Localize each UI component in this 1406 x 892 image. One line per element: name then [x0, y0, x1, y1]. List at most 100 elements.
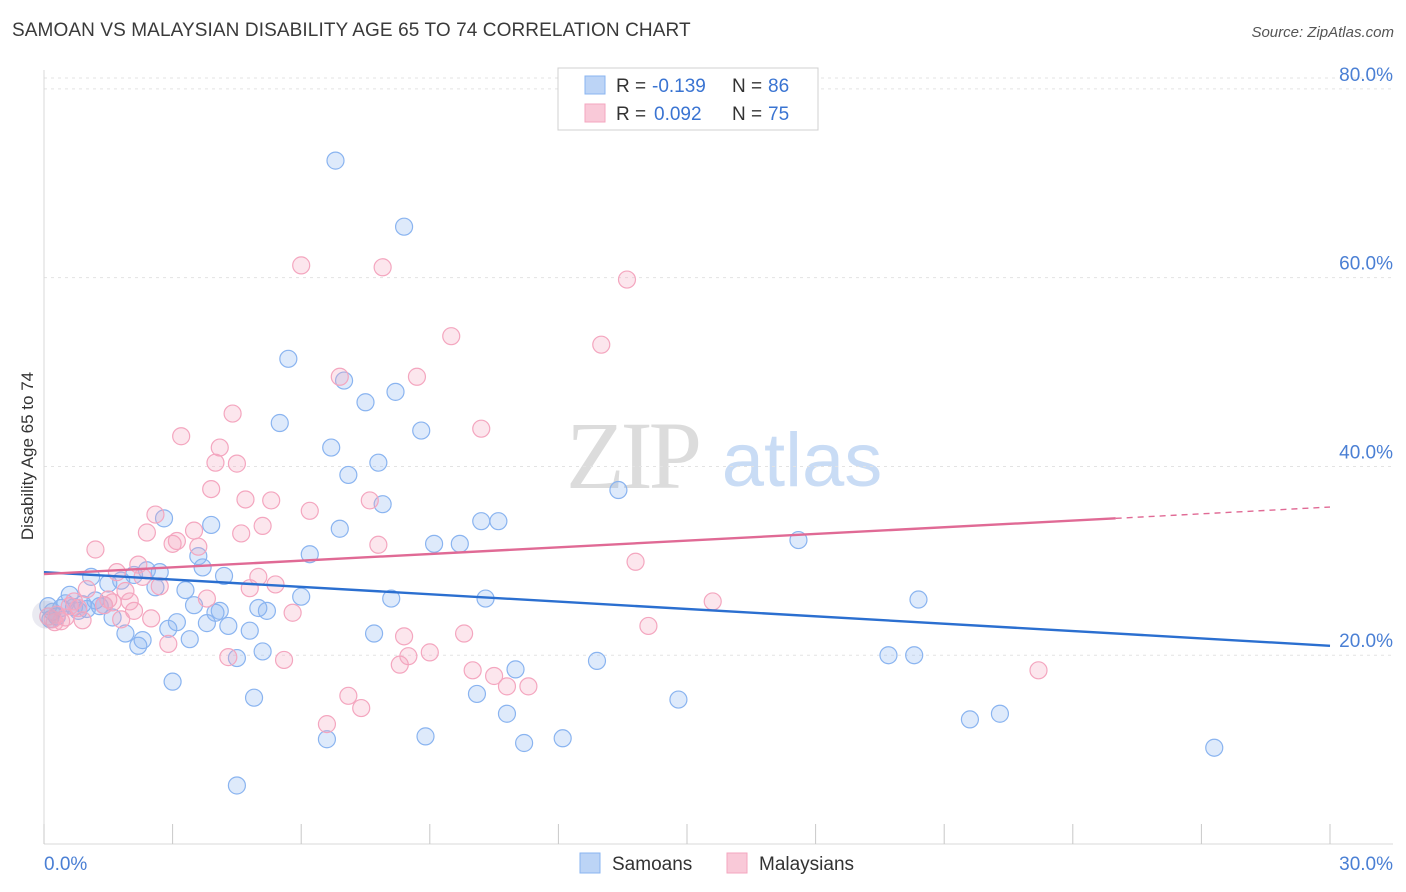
legend-malaysians-r-value: 0.092 — [654, 104, 702, 125]
malaysians-point-29 — [202, 479, 221, 499]
samoans-point-15 — [116, 624, 135, 643]
legend-samoans-n-value: 86 — [768, 76, 789, 97]
malaysians-point-64 — [519, 677, 538, 696]
samoans-point-29 — [189, 547, 208, 566]
malaysians-point-38 — [249, 567, 268, 586]
malaysians-point-42 — [274, 650, 294, 670]
malaysians-point-63 — [497, 677, 517, 696]
malaysians-trend-line-dashed — [1115, 506, 1331, 520]
samoans-point-34 — [210, 601, 229, 620]
malaysians-point-24 — [167, 531, 186, 551]
malaysians-point-47 — [330, 367, 349, 386]
malaysians-point-56 — [407, 367, 427, 386]
x-tick-label-max: 30.0% — [1339, 854, 1393, 875]
samoans-point-26 — [176, 580, 195, 600]
samoans-point-66 — [472, 512, 491, 531]
malaysians-point-44 — [292, 256, 311, 275]
y-tick-label-80: 80.0% — [1339, 65, 1393, 86]
legend-bottom-malaysians-label: Malaysians — [759, 854, 854, 875]
samoans-point-78 — [905, 646, 924, 665]
legend-malaysians-n-label: N = — [732, 104, 762, 125]
legend-malaysians-r-label: R = — [616, 104, 646, 125]
samoans-point-79 — [909, 590, 928, 609]
samoans-point-59 — [386, 382, 405, 401]
trend-lines — [43, 506, 1331, 647]
samoans-point-48 — [317, 730, 337, 749]
axes — [43, 70, 1393, 845]
legend-bottom: Samoans Malaysians — [579, 852, 854, 875]
grid-lines: 20.0% 40.0% 60.0% 80.0% — [44, 65, 1393, 656]
samoans-point-42 — [253, 642, 272, 661]
y-tick-label-60: 60.0% — [1339, 254, 1393, 275]
samoans-point-47 — [300, 545, 319, 564]
samoans-point-74 — [609, 480, 628, 500]
samoans-point-35 — [214, 566, 234, 586]
malaysians-point-22 — [159, 634, 178, 653]
malaysians-point-26 — [184, 521, 204, 540]
samoans-point-32 — [202, 515, 221, 535]
watermark-zip: ZIP — [566, 402, 699, 509]
legend-malaysians-swatch — [584, 103, 606, 123]
samoans-point-75 — [669, 690, 688, 709]
malaysians-point-66 — [617, 270, 637, 289]
malaysians-point-65 — [592, 335, 611, 354]
samoans-point-60 — [394, 217, 414, 236]
samoans-point-81 — [990, 704, 1010, 723]
samoans-point-65 — [467, 684, 487, 704]
malaysians-point-9 — [86, 540, 105, 559]
samoans-point-43 — [257, 601, 277, 620]
samoans-point-71 — [515, 733, 534, 753]
legend-samoans-r-label: R = — [616, 76, 646, 97]
samoans-point-38 — [227, 776, 246, 795]
samoans-point-70 — [506, 660, 525, 679]
malaysians-point-27 — [189, 537, 208, 556]
malaysians-point-28 — [197, 589, 216, 608]
samoans-point-30 — [193, 558, 212, 577]
samoans-point-36 — [219, 616, 238, 636]
samoans-point-68 — [489, 512, 508, 531]
malaysians-point-18 — [137, 523, 156, 542]
legend-bottom-malaysians-swatch — [726, 852, 748, 874]
malaysians-point-48 — [339, 686, 358, 705]
samoans-point-77 — [879, 646, 898, 665]
malaysians-point-14 — [116, 581, 135, 601]
samoans-point-72 — [553, 729, 572, 748]
malaysians-point-57 — [420, 643, 439, 662]
malaysians-point-33 — [223, 404, 242, 423]
malaysians-point-50 — [360, 491, 379, 510]
samoans-point-40 — [244, 688, 264, 707]
malaysians-point-71 — [45, 613, 64, 632]
malaysians-point-73 — [103, 593, 122, 612]
samoans-point-64 — [450, 534, 469, 553]
malaysians-point-45 — [300, 501, 319, 520]
chart-title: SAMOAN VS MALAYSIAN DISABILITY AGE 65 TO… — [12, 20, 691, 41]
malaysians-point-67 — [626, 552, 645, 571]
y-tick-label-40: 40.0% — [1339, 442, 1393, 463]
y-tick-label-20: 20.0% — [1339, 631, 1393, 652]
legend-malaysians-n-value: 75 — [768, 104, 789, 125]
malaysians-point-43 — [283, 603, 302, 622]
malaysians-point-58 — [442, 327, 461, 346]
samoans-point-56 — [369, 453, 388, 472]
samoans-point-51 — [330, 519, 349, 538]
samoans-point-62 — [416, 727, 435, 746]
samoans-point-45 — [279, 349, 298, 368]
malaysians-point-49 — [352, 698, 371, 718]
samoans-point-46 — [292, 587, 311, 606]
malaysians-point-13 — [112, 610, 131, 629]
malaysians-point-35 — [232, 524, 251, 543]
samoans-point-53 — [339, 465, 358, 485]
malaysians-point-39 — [253, 516, 272, 536]
malaysians-point-20 — [146, 505, 165, 524]
malaysians-point-61 — [472, 419, 491, 438]
malaysians-point-32 — [219, 648, 238, 667]
samoans-point-25 — [167, 613, 186, 632]
malaysians-point-55 — [399, 647, 418, 666]
samoans-point-69 — [497, 704, 517, 723]
malaysians-point-21 — [150, 577, 169, 596]
samoans-point-55 — [364, 624, 384, 643]
samoans-point-73 — [587, 651, 607, 670]
samoans-point-18 — [133, 631, 152, 650]
malaysians-point-25 — [172, 427, 191, 446]
